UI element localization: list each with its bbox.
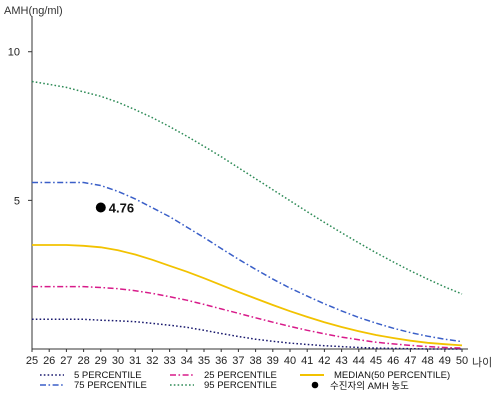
y-axis-title: AMH(ng/ml) bbox=[4, 5, 63, 17]
x-tick-label: 30 bbox=[112, 355, 124, 367]
legend-point-swatch bbox=[311, 381, 319, 389]
x-tick-label: 33 bbox=[163, 355, 175, 367]
series-line-75-percentile bbox=[32, 181, 463, 343]
series-line-median-50-percentile- bbox=[32, 244, 463, 347]
series-line-95-percentile bbox=[31, 80, 463, 295]
points-layer: 4.76 bbox=[95, 200, 134, 215]
axes: 5 10 25 26 27 28 29 30 31 32 33 34 35 36 37 38 39 40 41 42 4… bbox=[8, 16, 468, 367]
x-tick-label: 39 bbox=[267, 355, 279, 367]
y-tick-label: 10 bbox=[8, 47, 20, 59]
x-tick-label: 26 bbox=[43, 355, 55, 367]
x-tick-label: 40 bbox=[284, 355, 296, 367]
legend-point-label: 수진자의 AMH 농도 bbox=[330, 381, 409, 392]
x-tick-label: 45 bbox=[370, 355, 382, 367]
x-tick-label: 38 bbox=[249, 355, 261, 367]
x-tick-label: 31 bbox=[129, 355, 141, 367]
x-tick-label: 29 bbox=[95, 355, 107, 367]
x-tick-label: 28 bbox=[77, 355, 89, 367]
amh-data-point bbox=[95, 202, 106, 213]
legend: 5 PERCENTILE 25 PERCENTILE MEDIAN(50 PERCE… bbox=[40, 370, 450, 392]
x-tick-label: 50 bbox=[456, 355, 468, 367]
x-tick-label: 43 bbox=[335, 355, 347, 367]
x-tick-label: 32 bbox=[146, 355, 158, 367]
x-tick-label: 46 bbox=[387, 355, 399, 367]
x-tick-label: 47 bbox=[404, 355, 416, 367]
x-axis-title: 나이 bbox=[472, 356, 492, 369]
x-tick-label: 36 bbox=[215, 355, 227, 367]
x-tick-label: 41 bbox=[301, 355, 313, 367]
legend-label: 95 PERCENTILE bbox=[204, 380, 277, 391]
legend-label: 75 PERCENTILE bbox=[74, 380, 147, 391]
x-tick-label: 27 bbox=[60, 355, 72, 367]
x-tick-label: 49 bbox=[439, 355, 451, 367]
legend-label: 25 PERCENTILE bbox=[204, 370, 277, 381]
series-line-5-percentile bbox=[32, 318, 462, 350]
legend-label: 5 PERCENTILE bbox=[74, 370, 142, 381]
x-tick-label: 37 bbox=[232, 355, 244, 367]
x-tick-label: 34 bbox=[181, 355, 193, 367]
legend-label: MEDIAN(50 PERCENTILE) bbox=[334, 370, 450, 381]
series-layer bbox=[31, 80, 463, 350]
amh-data-point-label: 4.76 bbox=[109, 200, 134, 215]
series-line-25-percentile bbox=[32, 285, 463, 349]
x-tick-label: 35 bbox=[198, 355, 210, 367]
x-tick-label: 44 bbox=[353, 355, 365, 367]
x-tick-label: 42 bbox=[318, 355, 330, 367]
x-tick-label: 48 bbox=[421, 355, 433, 367]
x-tick-label: 25 bbox=[26, 355, 38, 367]
y-tick-label: 5 bbox=[14, 195, 20, 207]
